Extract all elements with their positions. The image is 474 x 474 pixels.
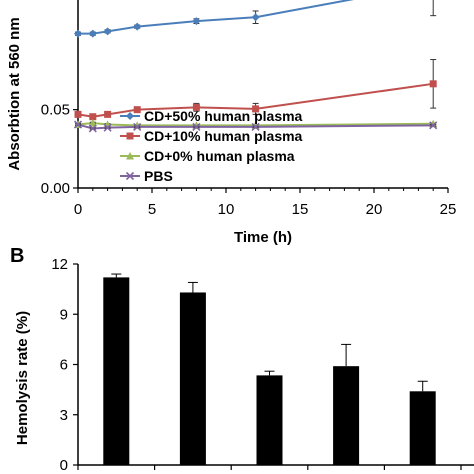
data-point: [74, 110, 82, 118]
y-ticks-b: 0 3 6 9 12: [51, 256, 78, 474]
x-tick-label: 25: [440, 201, 457, 218]
y-tick-label: 12: [51, 256, 68, 273]
data-point: [104, 110, 112, 118]
data-point: [103, 27, 112, 36]
y-tick-label: 0: [60, 457, 68, 474]
series-2: [74, 59, 437, 121]
data-point: [429, 121, 438, 130]
diamond-marker-icon: [126, 112, 134, 120]
x-tick-label: 5: [148, 201, 156, 218]
x-axis-label-a: Time (h): [234, 229, 292, 246]
y-ticks-a: 0.00 0.05: [41, 102, 78, 197]
x-tick-label: 15: [292, 201, 309, 218]
data-point: [252, 105, 260, 113]
x-tick-label: 20: [366, 201, 383, 218]
data-point: [133, 106, 141, 114]
bar: [256, 375, 283, 465]
y-axis-label-b: Hemolysis rate (%): [14, 311, 31, 445]
error-bar: [341, 343, 352, 367]
bar: [179, 292, 206, 465]
y-tick-label: 9: [60, 306, 68, 323]
error-bar: [417, 380, 428, 392]
legend-entry: PBS: [120, 168, 173, 184]
data-point: [88, 29, 97, 38]
data-point: [133, 22, 142, 31]
data-point: [89, 113, 97, 121]
y-tick-label: 0.00: [41, 180, 70, 197]
series-layer-a: [73, 0, 438, 133]
data-point: [88, 118, 97, 127]
y-axis-label-a: Absorbtion at 560 nm: [6, 17, 23, 170]
bar: [333, 366, 360, 465]
x-ticks-b: [77, 465, 462, 470]
x-tick-label: 0: [74, 201, 82, 218]
legend-entry: CD+10% human plasma: [120, 128, 303, 144]
legend-entry: CD+50% human plasma: [120, 108, 303, 124]
bars-layer-b: [103, 273, 436, 465]
series-1: [74, 0, 437, 38]
data-point: [192, 122, 201, 131]
legend-label: PBS: [144, 168, 173, 184]
square-marker-icon: [126, 132, 134, 140]
data-point: [88, 124, 97, 133]
data-point: [429, 80, 437, 88]
triangle-marker-icon: [126, 152, 134, 160]
error-bar: [430, 0, 437, 17]
legend-label: CD+0% human plasma: [144, 148, 295, 164]
data-point: [73, 120, 83, 129]
y-tick-label: 3: [60, 407, 68, 424]
data-point: [74, 29, 82, 38]
legend-label: CD+50% human plasma: [144, 108, 303, 124]
data-point: [192, 17, 201, 26]
y-tick-label: 6: [60, 357, 68, 374]
data-point: [133, 122, 142, 131]
bar: [409, 391, 436, 465]
error-bar: [111, 273, 122, 278]
legend-a: CD+50% human plasma CD+10% human plasma …: [120, 108, 303, 184]
bar: [103, 277, 130, 465]
legend-entry: CD+0% human plasma: [120, 148, 295, 164]
legend-label: CD+10% human plasma: [144, 128, 303, 144]
data-point: [103, 123, 112, 132]
data-point: [251, 13, 260, 22]
y-tick-label: 0.05: [41, 102, 70, 119]
x-tick-label: 10: [218, 201, 235, 218]
error-bar: [264, 370, 275, 376]
bar-chart-b: B Hemolysis rate (%) 0 3 6 9 12: [10, 245, 474, 474]
error-bar: [187, 281, 198, 293]
x-ticks-a: 0 5 10 15 20 25: [74, 188, 457, 218]
panel-label-b: B: [10, 245, 24, 267]
line-chart-a: Absorbtion at 560 nm Time (h) 0.00 0.05 0…: [6, 0, 456, 246]
data-point: [251, 122, 260, 131]
series-4: [73, 120, 438, 133]
x-marker-icon: [125, 171, 135, 181]
data-point: [192, 103, 200, 111]
